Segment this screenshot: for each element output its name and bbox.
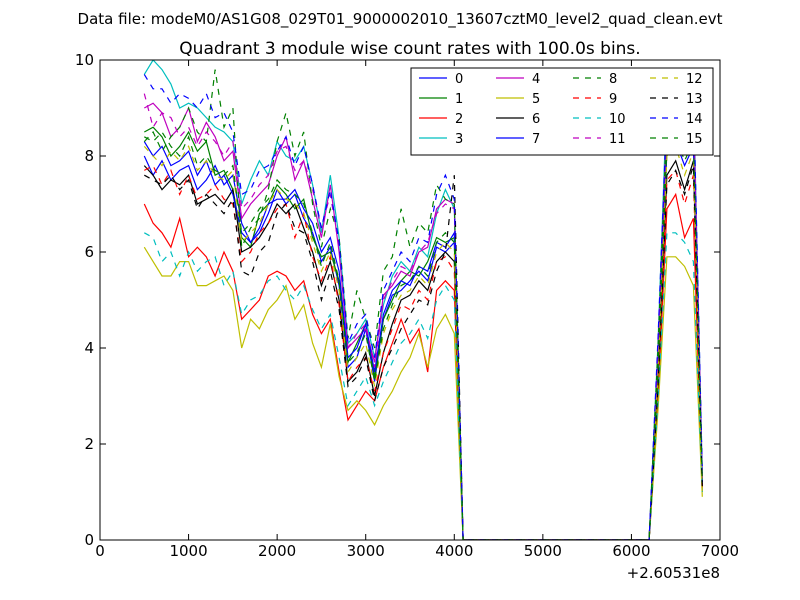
- series-line-10: [144, 232, 703, 540]
- series-line-1: [144, 111, 703, 540]
- y-tick-label: 2: [84, 435, 94, 453]
- legend-label-5: 5: [532, 92, 540, 107]
- series-line-7: [143, 140, 703, 540]
- legend-label-12: 12: [686, 72, 703, 87]
- x-tick-label: 5000: [524, 542, 562, 560]
- y-tick-label: 4: [84, 339, 94, 357]
- legend-label-3: 3: [455, 132, 463, 147]
- y-tick-label: 10: [75, 51, 94, 69]
- series-line-5: [143, 246, 703, 540]
- y-tick-label: 0: [84, 531, 94, 549]
- x-tick-label: 7000: [701, 542, 739, 560]
- legend-label-0: 0: [455, 72, 463, 87]
- legend-label-14: 14: [686, 112, 703, 127]
- legend-label-2: 2: [455, 112, 463, 127]
- x-tick-label: 1000: [169, 542, 207, 560]
- legend-label-4: 4: [532, 72, 540, 87]
- legend-label-11: 11: [609, 132, 626, 147]
- y-tick-label: 8: [84, 147, 94, 165]
- x-tick-label: 4000: [435, 542, 473, 560]
- series-line-12: [143, 145, 703, 540]
- legend-label-7: 7: [532, 132, 540, 147]
- x-tick-label: 0: [95, 542, 105, 560]
- x-tick-label: 6000: [612, 542, 650, 560]
- series-line-0: [143, 115, 703, 540]
- series-line-6: [143, 159, 703, 540]
- x-tick-label: 2000: [258, 542, 296, 560]
- legend-label-10: 10: [609, 112, 626, 127]
- plot-frame: [99, 59, 721, 541]
- legend-label-6: 6: [532, 112, 540, 127]
- series-line-15: [144, 131, 703, 540]
- legend-label-15: 15: [686, 132, 703, 147]
- series-line-4: [144, 102, 703, 540]
- series-line-11: [143, 93, 703, 540]
- suptitle: Data file: modeM0/AS1G08_029T01_90000020…: [78, 10, 723, 29]
- plot-area: [99, 59, 721, 541]
- series-line-2: [143, 192, 703, 540]
- x-tick-label: 3000: [347, 542, 385, 560]
- legend-box: [410, 67, 714, 156]
- legend-label-13: 13: [686, 92, 703, 107]
- x-offset-label: +2.60531e8: [627, 564, 720, 582]
- series-line-14: [143, 74, 703, 540]
- chart-title: Quadrant 3 module wise count rates with …: [179, 39, 640, 59]
- legend-label-1: 1: [455, 92, 463, 107]
- series-lines: [143, 60, 703, 540]
- y-tick-label: 6: [84, 243, 94, 261]
- legend-label-9: 9: [609, 92, 617, 107]
- legend-label-8: 8: [609, 72, 617, 87]
- series-line-8: [143, 69, 703, 540]
- x-axis: 0 1000 2000 3000 4000 5000 6000 7000: [95, 60, 739, 560]
